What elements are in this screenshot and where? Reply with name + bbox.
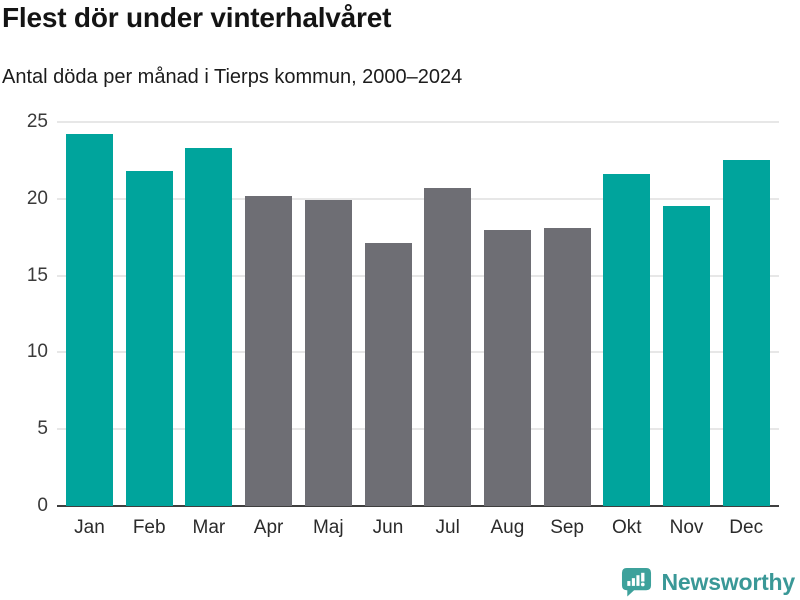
- y-axis-tick-label: 25: [26, 111, 48, 132]
- bar-apr: [245, 195, 293, 506]
- brand-name: Newsworthy: [661, 569, 796, 595]
- y-axis-tick-label: 20: [26, 187, 48, 209]
- y-axis-tick-label: 0: [37, 495, 48, 516]
- chart-subtitle: Antal döda per månad i Tierps kommun, 20…: [2, 66, 463, 88]
- bar-dec: [722, 160, 770, 506]
- x-axis-label-jul: Jul: [435, 517, 460, 538]
- bar-nov: [663, 206, 710, 506]
- gridline: [57, 351, 779, 354]
- bar-jul: [424, 188, 472, 506]
- gridline: [57, 197, 779, 200]
- bar-okt: [603, 174, 651, 506]
- bar-jan: [66, 134, 113, 506]
- gridline: [57, 274, 779, 277]
- x-axis-label-maj: Maj: [312, 517, 344, 538]
- bar-mar: [185, 148, 233, 506]
- newsworthy-speech-bubble-chart-icon: [620, 567, 653, 598]
- bar-jun: [364, 243, 412, 506]
- gridline: [57, 428, 779, 431]
- x-axis-label-sep: Sep: [550, 517, 584, 538]
- x-axis-label-nov: Nov: [669, 517, 704, 538]
- x-axis-label-jan: Jan: [74, 517, 105, 538]
- x-axis-label-okt: Okt: [612, 517, 642, 538]
- brand-footer: Newsworthy: [620, 567, 795, 598]
- bar-sep: [543, 227, 591, 506]
- x-axis-label-jun: Jun: [372, 517, 404, 538]
- x-axis-label-apr: Apr: [253, 517, 284, 538]
- x-axis-label-aug: Aug: [490, 517, 525, 538]
- y-axis-tick-label: 10: [26, 341, 48, 363]
- gridline: [57, 121, 779, 123]
- y-axis-tick-label: 5: [37, 418, 48, 440]
- bar-maj: [304, 200, 352, 506]
- bar-feb: [125, 171, 173, 506]
- y-axis-tick-label: 15: [26, 264, 48, 286]
- chart-title: Flest dör under vinterhalvåret: [2, 2, 392, 33]
- x-axis-label-feb: Feb: [132, 517, 166, 538]
- bar-aug: [483, 229, 531, 506]
- x-axis-line: [57, 505, 779, 507]
- x-axis-label-dec: Dec: [729, 517, 764, 538]
- x-axis-label-mar: Mar: [192, 517, 226, 538]
